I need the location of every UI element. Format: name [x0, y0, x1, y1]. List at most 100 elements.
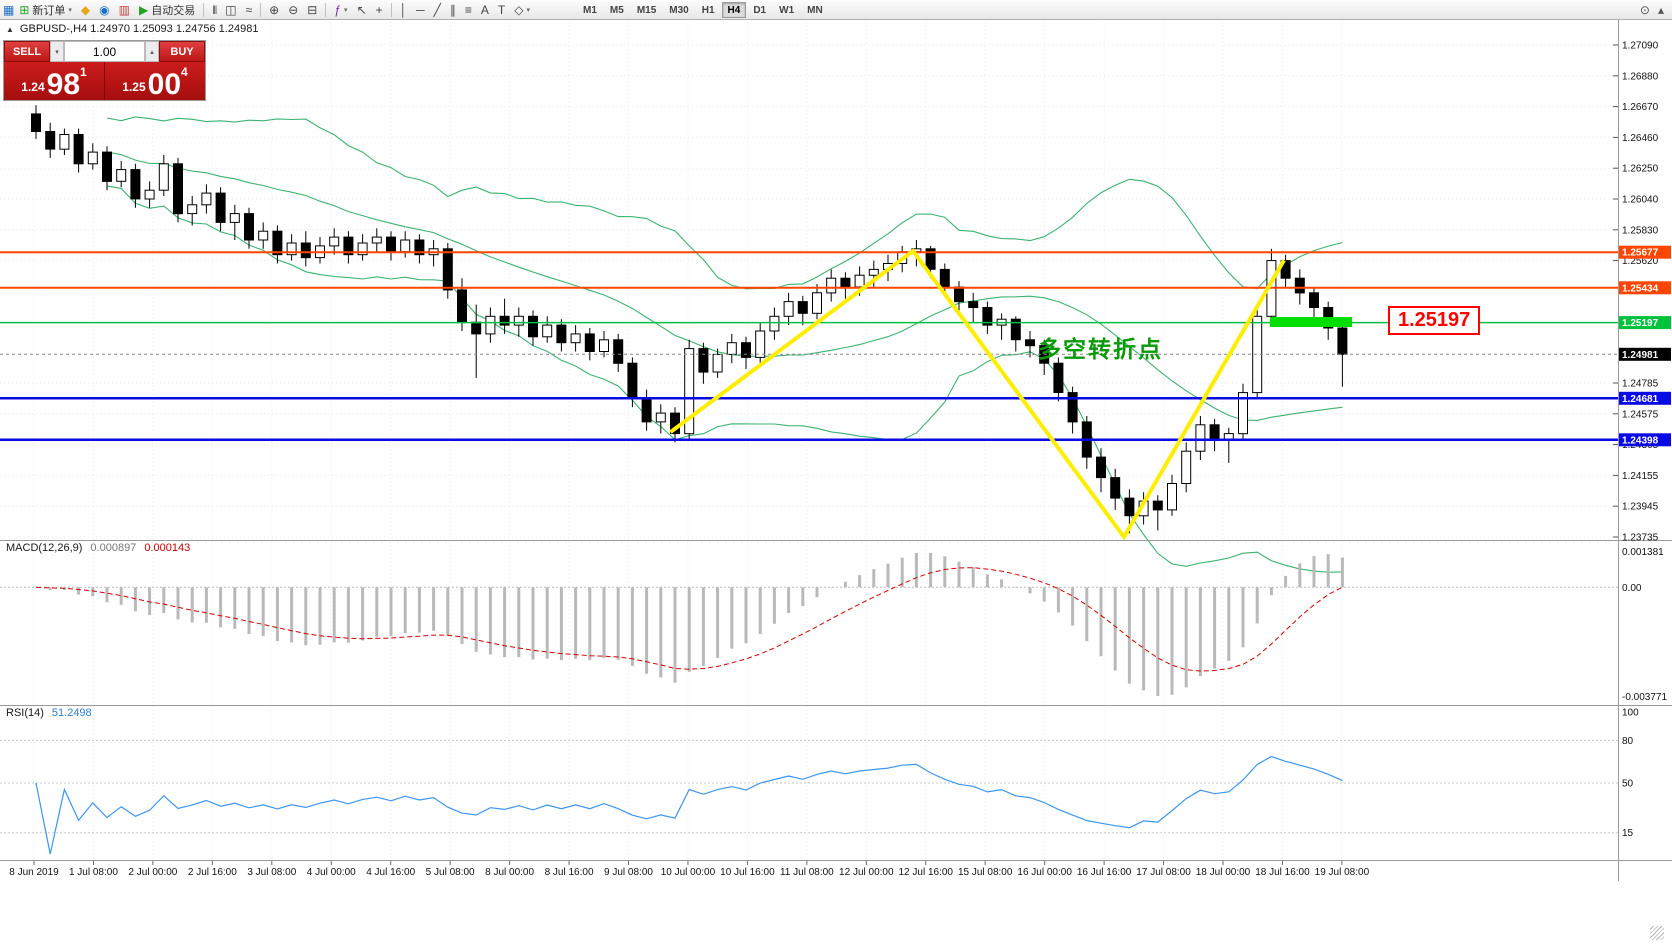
svg-text:10 Jul 16:00: 10 Jul 16:00 — [720, 867, 775, 878]
indicators-button[interactable]: ƒ ▾ — [330, 1, 351, 19]
tf-m15[interactable]: M15 — [636, 4, 657, 16]
toolbar-collapse-icon[interactable]: ▴ — [1657, 2, 1664, 17]
svg-text:5 Jul 08:00: 5 Jul 08:00 — [426, 867, 475, 878]
tf-h4[interactable]: H4 — [721, 1, 747, 18]
fibonacci-button[interactable]: ≡ — [461, 1, 476, 19]
svg-text:17 Jul 08:00: 17 Jul 08:00 — [1136, 867, 1191, 878]
new-order-button[interactable]: ⊞ 新订单 ▾ — [15, 1, 76, 19]
toolbar-separator — [390, 2, 392, 17]
volume-up-button[interactable]: ▴ — [145, 41, 159, 62]
chart-canvas[interactable]: 1.27090 1.26880 1.26670 1.26460 1.26250 1.260… — [0, 20, 1672, 944]
sell-button[interactable]: SELL — [4, 41, 50, 62]
vertical-line-button[interactable]: │ — [396, 1, 412, 19]
svg-text:3 Jul 08:00: 3 Jul 08:00 — [247, 867, 296, 878]
svg-text:1.24981: 1.24981 — [1622, 350, 1659, 361]
svg-text:1 Jul 08:00: 1 Jul 08:00 — [69, 867, 118, 878]
bar-chart-icon: ||| — [212, 4, 217, 14]
chart-annotation-text[interactable]: 多空转折点 — [1038, 336, 1163, 362]
horizontal-lines[interactable] — [0, 251, 1618, 442]
svg-text:1.23945: 1.23945 — [1622, 502, 1659, 513]
profiles-icon: ◉ — [99, 2, 110, 17]
cursor-button[interactable]: ↖ — [353, 1, 371, 19]
tf-m5[interactable]: M5 — [609, 4, 624, 16]
buy-button[interactable]: BUY — [159, 41, 205, 62]
tile-windows-button[interactable]: ⊟ — [303, 1, 321, 19]
resize-corner[interactable] — [1650, 926, 1664, 940]
horizontal-line-button[interactable]: ─ — [412, 1, 429, 19]
crosshair-button[interactable]: + — [372, 1, 387, 19]
panel-separators[interactable] — [0, 540, 1672, 861]
svg-text:1.26670: 1.26670 — [1622, 102, 1659, 113]
tf-h1[interactable]: H1 — [701, 4, 715, 16]
sell-price[interactable]: 1.24 98 1 — [4, 62, 105, 100]
zoom-in-button[interactable]: ⊕ — [265, 1, 283, 19]
svg-text:15 Jul 08:00: 15 Jul 08:00 — [958, 867, 1013, 878]
price-axis-background — [1618, 20, 1672, 881]
svg-text:1.24681: 1.24681 — [1622, 394, 1659, 405]
toolbar-separator — [203, 2, 205, 17]
one-click-collapse-icon[interactable]: ▲ — [6, 24, 14, 34]
tf-m30[interactable]: M30 — [669, 4, 689, 16]
market-watch-button[interactable]: ▥ — [115, 1, 134, 19]
toolbar-separator — [260, 2, 262, 17]
rsi-axis-labels: 100 80 50 15 — [1622, 708, 1639, 840]
sell-price-head: 1.24 — [21, 80, 45, 94]
app-icon: ▦ — [3, 2, 15, 17]
buy-price-head: 1.25 — [122, 80, 146, 94]
svg-text:16 Jul 16:00: 16 Jul 16:00 — [1077, 867, 1132, 878]
time-axis: 8 Jun 2019 1 Jul 08:00 2 Jul 00:00 2 Jul 16… — [9, 861, 1370, 878]
channel-button[interactable]: ∥ — [446, 1, 460, 19]
vertical-line-icon: │ — [399, 2, 408, 17]
line-chart-button[interactable]: ≈ — [242, 1, 257, 19]
svg-text:1.25620: 1.25620 — [1622, 256, 1659, 267]
shapes-icon: ◇ — [514, 2, 524, 17]
auto-trading-button[interactable]: ▶ 自动交易 — [135, 1, 199, 19]
svg-text:1.24155: 1.24155 — [1622, 471, 1659, 482]
svg-text:1.26250: 1.26250 — [1622, 164, 1659, 175]
toolbar-separator — [325, 2, 327, 17]
tf-d1[interactable]: D1 — [753, 4, 767, 16]
trendline-button[interactable]: ╱ — [430, 1, 445, 19]
sell-price-pip: 1 — [80, 65, 87, 79]
svg-text:19 Jul 08:00: 19 Jul 08:00 — [1315, 867, 1370, 878]
svg-text:1.25197: 1.25197 — [1622, 318, 1659, 329]
price-line-labels: 1.25677 1.25434 1.25197 1.24681 1.24398 1.249… — [1619, 245, 1671, 447]
zigzag-trendlines[interactable] — [669, 248, 1286, 541]
profiles-button[interactable]: ◉ — [95, 1, 113, 19]
tf-m1[interactable]: M1 — [583, 4, 597, 16]
bollinger-bands — [106, 116, 1343, 573]
highlight-zone[interactable] — [1270, 317, 1352, 327]
candlestick-button[interactable]: ◫ — [221, 1, 240, 19]
svg-text:50: 50 — [1622, 779, 1634, 790]
svg-text:100: 100 — [1622, 708, 1639, 719]
text-button[interactable]: A — [477, 1, 493, 19]
favorites-button[interactable]: ◆ — [77, 1, 94, 19]
tf-w1[interactable]: W1 — [779, 4, 795, 16]
cursor-icon: ↖ — [356, 2, 367, 17]
volume-input[interactable] — [64, 41, 145, 62]
search-icon[interactable]: ⊙ — [1639, 2, 1650, 17]
tf-mn[interactable]: MN — [807, 4, 823, 16]
volume-down-button[interactable]: ▾ — [50, 41, 64, 62]
chart-info-line: ▲ GBPUSD-,H4 1.24970 1.25093 1.24756 1.2… — [6, 23, 258, 35]
svg-text:2 Jul 00:00: 2 Jul 00:00 — [128, 867, 177, 878]
rsi-levels — [0, 739, 1618, 834]
candles-layer — [31, 105, 1348, 534]
svg-text:16 Jul 00:00: 16 Jul 00:00 — [1017, 867, 1072, 878]
candlestick-icon: ◫ — [225, 2, 237, 17]
zoom-in-icon: ⊕ — [269, 2, 280, 17]
rsi-line — [35, 755, 1343, 855]
shapes-button[interactable]: ◇ ▾ — [510, 1, 534, 19]
line-chart-icon: ≈ — [245, 2, 253, 17]
buy-price[interactable]: 1.25 00 4 — [105, 62, 205, 100]
svg-text:0.001381: 0.001381 — [1622, 547, 1664, 558]
zoom-out-button[interactable]: ⊖ — [284, 1, 302, 19]
price-callout-box[interactable]: 1.25197 — [1388, 306, 1481, 335]
macd-axis-labels: 0.001381 0.00 -0.003771 — [1622, 547, 1667, 703]
bar-chart-button[interactable]: ||| — [208, 1, 220, 19]
rsi-label: RSI(14) 51.2498 — [6, 707, 92, 719]
svg-text:1.25677: 1.25677 — [1622, 248, 1659, 259]
svg-text:8 Jul 16:00: 8 Jul 16:00 — [545, 867, 594, 878]
text-label-button[interactable]: T — [494, 1, 509, 19]
